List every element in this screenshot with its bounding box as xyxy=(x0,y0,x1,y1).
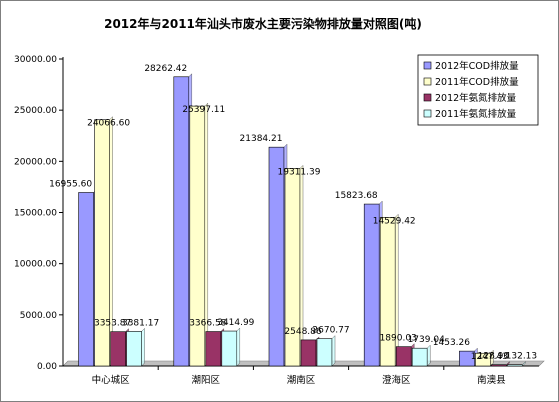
y-tick-label: 20000.00 xyxy=(14,157,57,167)
bar xyxy=(221,330,238,367)
legend-swatch xyxy=(423,93,432,102)
data-label: 3381.17 xyxy=(122,318,159,328)
bar xyxy=(395,346,412,367)
x-category-label: 潮阳区 xyxy=(192,374,221,386)
bar xyxy=(268,146,285,367)
y-tick-label: 0.00 xyxy=(37,362,57,372)
data-label: 3414.99 xyxy=(217,318,254,328)
legend-entry: 2011年氨氮排放量 xyxy=(435,108,517,120)
y-tick-label: 5000.00 xyxy=(20,311,57,321)
legend-swatch xyxy=(423,109,432,118)
legend-swatch xyxy=(423,77,432,86)
legend-entry: 2011年COD排放量 xyxy=(435,76,519,88)
y-tick-label: 25000.00 xyxy=(14,106,57,116)
bar xyxy=(379,217,396,367)
x-category-label: 中心城区 xyxy=(92,374,131,386)
bar xyxy=(94,119,110,367)
y-tick-label: 10000.00 xyxy=(14,260,57,270)
y-tick-label: 30000.00 xyxy=(14,55,57,65)
data-label: 3353.87 xyxy=(94,319,131,329)
bar xyxy=(126,331,142,367)
data-label: 15823.68 xyxy=(335,191,378,201)
plot-area: 0.00 5000.00 10000.00 15000.00 20000.00 25000… xyxy=(14,55,545,386)
bar-side xyxy=(141,327,145,367)
bar xyxy=(300,339,317,367)
data-label: 132.13 xyxy=(506,352,538,362)
data-label: 28262.42 xyxy=(144,64,187,74)
bar-side xyxy=(522,361,526,367)
bar xyxy=(78,192,94,367)
data-label: 25397.11 xyxy=(182,105,225,115)
data-label: 21384.21 xyxy=(240,134,283,144)
data-label: 2670.77 xyxy=(312,326,349,336)
x-category-label: 澄海区 xyxy=(382,374,411,386)
data-label: 1739.04 xyxy=(408,335,445,345)
data-label: 1453.26 xyxy=(433,338,470,348)
data-label: 24066.60 xyxy=(87,119,130,129)
chart-title: 2012年与2011年汕头市废水主要污染物排放量对照图(吨) xyxy=(104,16,422,31)
data-label: 19311.39 xyxy=(278,167,321,177)
data-label: 14529.42 xyxy=(373,216,416,226)
bar-side xyxy=(490,349,494,367)
x-category-label: 南澳县 xyxy=(477,374,506,386)
bar xyxy=(316,338,333,367)
bar xyxy=(491,364,507,367)
y-tick-label: 15000.00 xyxy=(14,209,57,219)
data-label: 2548.86 xyxy=(284,327,321,337)
legend: 2012年COD排放量 2011年COD排放量 2012年氨氮排放量 2011年氨氮排… xyxy=(417,54,539,126)
bar xyxy=(411,347,428,367)
x-category-label: 潮南区 xyxy=(287,374,316,386)
bar xyxy=(110,331,126,367)
data-label: 16955.60 xyxy=(49,179,92,189)
data-label: 3366.58 xyxy=(189,319,226,329)
bar xyxy=(507,364,523,367)
bar xyxy=(205,331,222,367)
legend-swatch xyxy=(423,61,432,70)
bar-side xyxy=(236,327,241,367)
bar xyxy=(363,203,380,367)
data-label: 128.90 xyxy=(478,352,510,362)
data-label: 1890.03 xyxy=(380,334,417,344)
legend-entry: 2012年COD排放量 xyxy=(435,60,519,72)
bar xyxy=(173,76,190,367)
legend-entry: 2012年氨氮排放量 xyxy=(435,92,517,104)
bar-side xyxy=(427,344,431,367)
data-label: 1247.43 xyxy=(471,352,508,362)
bar-side xyxy=(331,335,336,367)
legend-box xyxy=(417,54,539,126)
